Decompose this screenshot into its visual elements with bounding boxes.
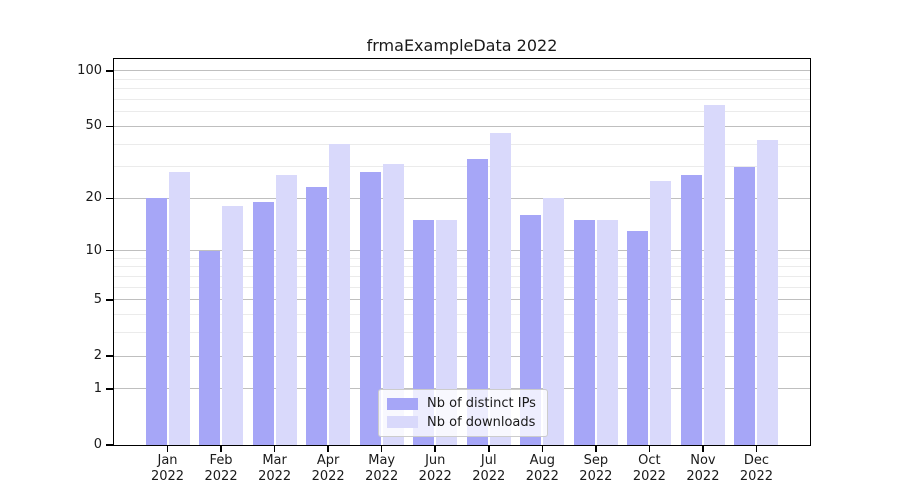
y-tick-label-1: 1 — [93, 380, 102, 396]
x-tick-label-jul: Jul 2022 — [472, 453, 506, 484]
legend-swatch-distinct-ips — [387, 397, 418, 410]
x-tick-label-aug: Aug 2022 — [525, 453, 559, 484]
x-tick-jul — [488, 446, 490, 452]
x-tick-label-jun: Jun 2022 — [418, 453, 452, 484]
y-tick-label-20: 20 — [85, 190, 102, 206]
legend-label-downloads: Nb of downloads — [427, 414, 536, 430]
y-tick-2 — [106, 355, 113, 357]
x-tick-label-jan: Jan 2022 — [150, 453, 185, 484]
x-tick-label-oct: Oct 2022 — [632, 453, 666, 484]
legend-row-downloads: Nb of downloads — [387, 415, 539, 430]
y-tick-5 — [106, 299, 113, 301]
y-tick-20 — [106, 197, 113, 200]
x-tick-dec — [755, 446, 758, 452]
y-tick-label-100: 100 — [77, 62, 102, 78]
x-tick-jun — [434, 446, 436, 452]
x-tick-label-may: May 2022 — [365, 453, 399, 484]
legend: Nb of distinct IPs Nb of downloads — [378, 389, 548, 437]
legend-row-distinct-ips: Nb of distinct IPs — [387, 396, 539, 411]
x-tick-label-feb: Feb 2022 — [204, 453, 238, 484]
y-tick-label-10: 10 — [85, 242, 102, 258]
y-tick-10 — [106, 249, 113, 252]
x-tick-nov — [702, 446, 704, 452]
x-tick-label-sep: Sep 2022 — [579, 453, 613, 484]
y-tick-50 — [106, 125, 113, 128]
x-tick-label-nov: Nov 2022 — [686, 453, 720, 484]
y-tick-label-50: 50 — [85, 118, 102, 134]
y-tick-1 — [106, 388, 113, 390]
legend-swatch-downloads — [387, 416, 418, 429]
x-tick-label-dec: Dec 2022 — [739, 453, 773, 484]
x-tick-apr — [327, 446, 329, 452]
x-tick-jan — [166, 446, 169, 452]
y-tick-100 — [106, 70, 113, 72]
x-tick-label-apr: Apr 2022 — [311, 453, 345, 484]
y-tick-label-2: 2 — [93, 348, 102, 364]
x-tick-feb — [220, 446, 222, 452]
y-tick-label-5: 5 — [93, 291, 102, 307]
chart-title: frmaExampleData 2022 — [366, 36, 558, 55]
x-tick-aug — [541, 446, 544, 452]
plot-border — [113, 58, 811, 446]
y-tick-0 — [106, 444, 113, 446]
x-tick-sep — [595, 446, 597, 452]
x-tick-label-mar: Mar 2022 — [258, 453, 292, 484]
x-tick-may — [380, 446, 383, 452]
y-tick-label-0: 0 — [93, 437, 102, 453]
x-tick-oct — [648, 446, 651, 452]
x-tick-mar — [273, 446, 276, 452]
legend-label-distinct-ips: Nb of distinct IPs — [427, 396, 536, 412]
